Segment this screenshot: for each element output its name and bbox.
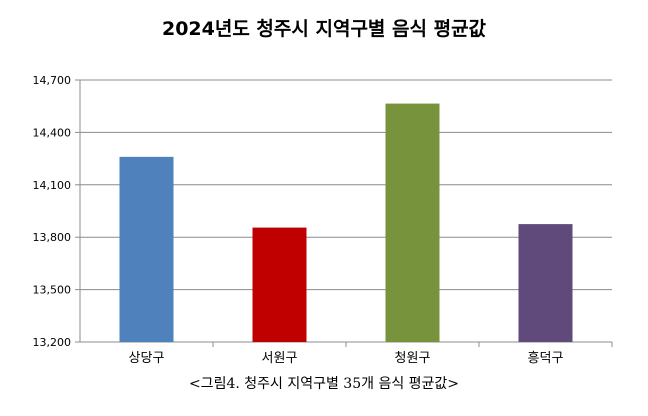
bar — [518, 224, 573, 342]
y-tick-label: 14,700 — [33, 74, 72, 87]
bar-chart: 13,200 13,500 13,800 14,100 14,400 14,700 상당구 서… — [33, 74, 613, 366]
bar — [119, 156, 174, 342]
y-tick-label: 14,100 — [33, 179, 72, 192]
chart-title: 2024년도 청주시 지역구별 음식 평균값 — [161, 18, 487, 40]
x-tick-label: 서원구 — [262, 351, 298, 366]
y-tick-label: 13,800 — [33, 231, 72, 244]
bar — [252, 227, 307, 342]
figure-caption: <그림4. 청주시 지역구별 35개 음식 평균값> — [188, 376, 460, 392]
x-tick-label: 흥덕구 — [528, 351, 564, 366]
y-tick-label: 13,200 — [33, 336, 72, 349]
y-tick-label: 14,400 — [33, 126, 72, 139]
x-tick-label: 청원구 — [395, 351, 431, 366]
bar — [385, 103, 440, 342]
chart-area: 2024년도 청주시 지역구별 음식 평균값 13,200 13,500 13,80… — [33, 18, 613, 366]
y-tick-label: 13,500 — [33, 284, 72, 297]
x-tick-label: 상당구 — [129, 351, 165, 366]
